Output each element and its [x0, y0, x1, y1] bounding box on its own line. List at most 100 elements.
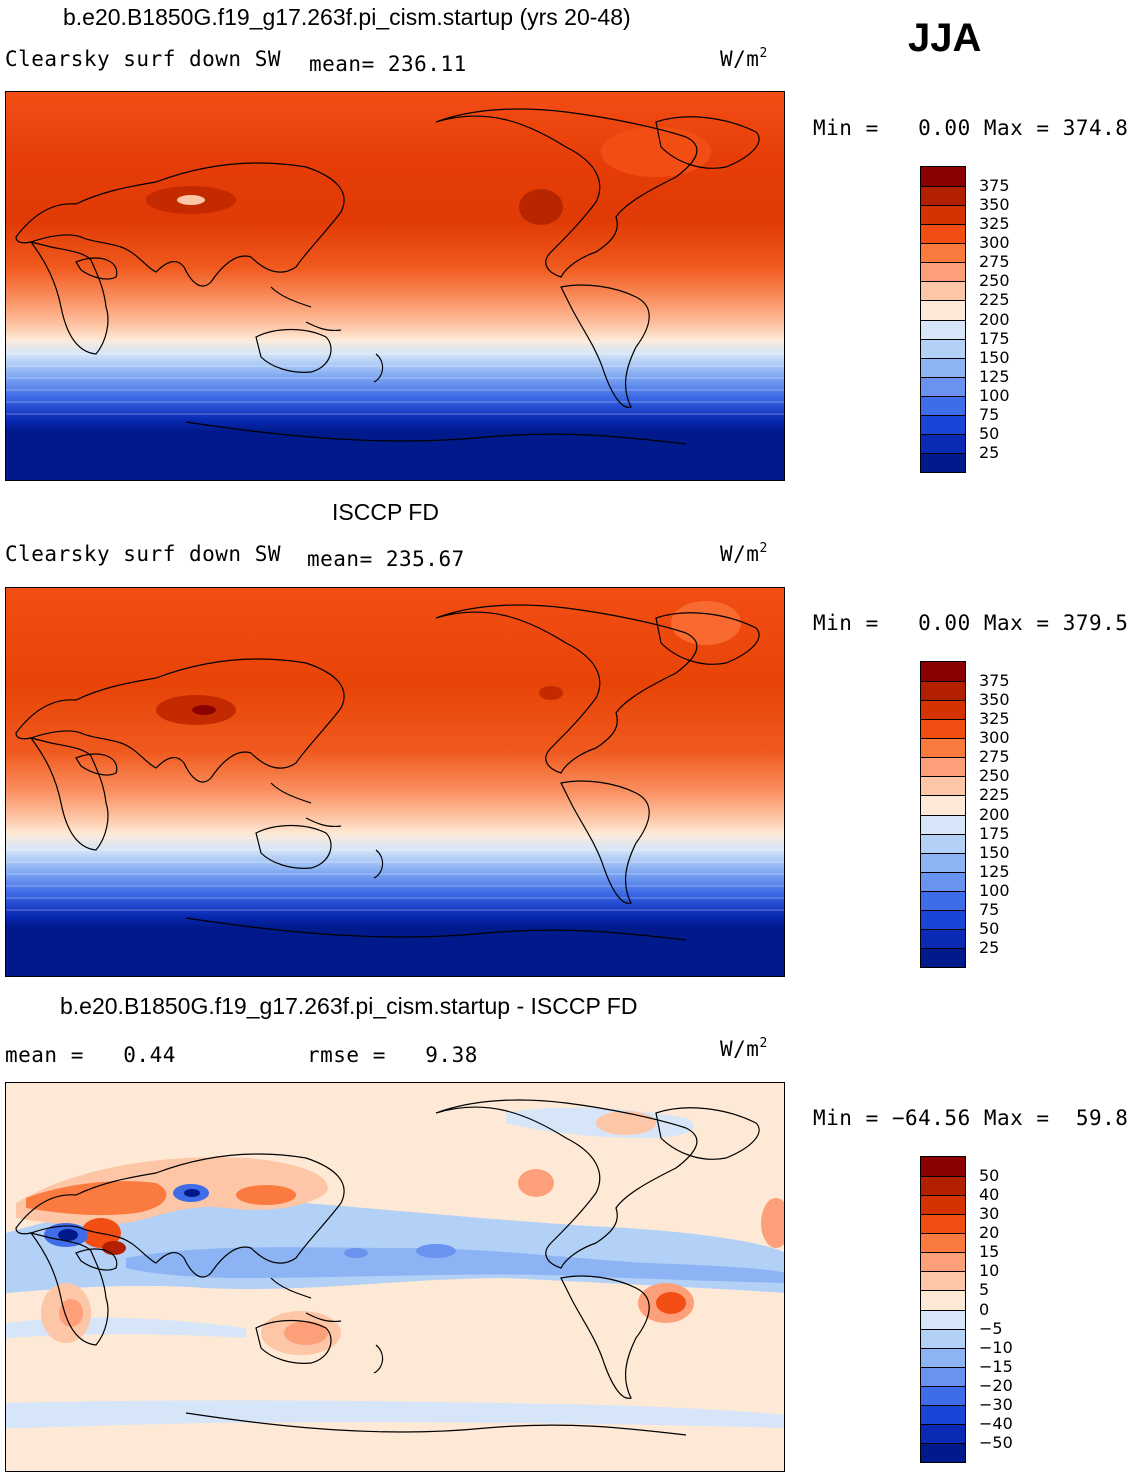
panel3-colorbar-swatch	[921, 1385, 965, 1405]
panel1-colorbar-swatch	[921, 319, 965, 339]
panel3-colorbar-label: 40	[979, 1185, 1000, 1205]
panel1-units: W/m2	[720, 46, 768, 71]
panel2-colorbar-label: 350	[979, 690, 1010, 710]
panel2-title: ISCCP FD	[332, 499, 439, 525]
panel1-colorbar-label: 275	[979, 252, 1010, 272]
panel3-colorbar-swatch	[921, 1271, 965, 1291]
panel3-colorbar-swatch	[921, 1423, 965, 1443]
panel3-colorbar-label: 10	[979, 1261, 1000, 1281]
panel1-map	[5, 91, 785, 481]
panel3-minmax: Min = −64.56 Max = 59.83	[813, 1106, 1128, 1130]
panel2-colorbar-swatch	[921, 681, 965, 701]
panel1-mean: mean= 236.11	[309, 52, 467, 76]
panel3-colorbar-swatch	[921, 1404, 965, 1424]
panel1-colorbar-label: 375	[979, 176, 1010, 196]
panel3-units: W/m2	[720, 1036, 768, 1061]
panel3-colorbar-label: −5	[979, 1318, 1003, 1338]
panel1-colorbar-swatch	[921, 243, 965, 263]
panel1-colorbar-swatch	[921, 167, 965, 187]
panel1-colorbar-label: 50	[979, 423, 1000, 443]
panel3-colorbar-swatch	[921, 1328, 965, 1348]
panel1-colorbar-swatch	[921, 224, 965, 244]
panel2-colorbar-label: 375	[979, 671, 1010, 691]
panel2-colorbar-label: 125	[979, 861, 1010, 881]
panel2-colorbar-swatch	[921, 719, 965, 739]
panel2-colorbar-label: 275	[979, 747, 1010, 767]
panel2-colorbar-label: 25	[979, 937, 1000, 957]
season-label: JJA	[908, 16, 982, 60]
panel3-colorbar-label: 0	[979, 1299, 990, 1319]
panel2-mean-value: 235.67	[385, 547, 465, 571]
panel2-field	[6, 588, 784, 976]
panel2-colorbar-label: 225	[979, 785, 1010, 805]
panel3-colorbar-swatch	[921, 1347, 965, 1367]
panel3-colorbar-swatch	[921, 1252, 965, 1272]
panel2-colorbar-swatch	[921, 814, 965, 834]
panel2-colorbar-label: 150	[979, 842, 1010, 862]
panel3-colorbar-swatch	[921, 1442, 965, 1462]
panel3-colorbar-swatch	[921, 1233, 965, 1253]
panel3-colorbar-swatch	[921, 1309, 965, 1329]
panel2-mean: mean= 235.67	[307, 547, 465, 571]
panel2-coastlines	[15, 604, 760, 941]
panel1-colorbar-swatch	[921, 395, 965, 415]
panel1-colorbar-swatch	[921, 300, 965, 320]
panel3-title: b.e20.B1850G.f19_g17.263f.pi_cism.startu…	[60, 993, 638, 1019]
panel3-colorbar-label: −50	[979, 1432, 1013, 1452]
panel1-colorbar-label: 125	[979, 366, 1010, 386]
panel1-colorbar-swatch	[921, 338, 965, 358]
panel2-minmax: Min = 0.00 Max = 379.56	[813, 611, 1128, 635]
panel3-colorbar-label: −15	[979, 1356, 1013, 1376]
panel1-colorbar	[920, 166, 966, 473]
panel3-colorbar-label: 20	[979, 1223, 1000, 1243]
panel3-colorbar	[920, 1156, 966, 1463]
panel1-minmax: Min = 0.00 Max = 374.87	[813, 116, 1128, 140]
panel3-colorbar-swatch	[921, 1176, 965, 1196]
panel2-colorbar-swatch	[921, 909, 965, 929]
panel1-colorbar-swatch	[921, 376, 965, 396]
panel2-colorbar-swatch	[921, 852, 965, 872]
panel1-colorbar-label: 75	[979, 404, 1000, 424]
panel1-mean-value: 236.11	[387, 52, 467, 76]
panel3-rmse: rmse = 9.38	[307, 1043, 478, 1067]
panel1-colorbar-swatch	[921, 281, 965, 301]
panel1-colorbar-label: 350	[979, 195, 1010, 215]
panel3-colorbar-label: −30	[979, 1394, 1013, 1414]
panel3-map	[5, 1082, 785, 1472]
panel3-colorbar-swatch	[921, 1366, 965, 1386]
panel2-mean-label: mean=	[307, 547, 373, 571]
panel3-colorbar-label: 30	[979, 1204, 1000, 1224]
panel2-colorbar	[920, 661, 966, 968]
panel1-colorbar-swatch	[921, 186, 965, 206]
panel1-colorbar-swatch	[921, 262, 965, 282]
panel2-colorbar-label: 325	[979, 709, 1010, 729]
panel2-colorbar-label: 75	[979, 899, 1000, 919]
panel2-colorbar-swatch	[921, 947, 965, 967]
panel2-map	[5, 587, 785, 977]
panel2-colorbar-swatch	[921, 871, 965, 891]
panel3-eurasia-pos	[26, 1181, 167, 1216]
panel2-colorbar-swatch	[921, 928, 965, 948]
panel3-colorbar-swatch	[921, 1214, 965, 1234]
panel1-colorbar-label: 175	[979, 328, 1010, 348]
panel2-colorbar-label: 250	[979, 766, 1010, 786]
panel1-mean-label: mean=	[309, 52, 375, 76]
panel1-namerica-max	[519, 189, 563, 225]
panel2-colorbar-label: 300	[979, 728, 1010, 748]
panel3-colorbar-swatch	[921, 1290, 965, 1310]
panel2-units: W/m2	[720, 541, 768, 566]
panel1-colorbar-swatch	[921, 205, 965, 225]
panel3-colorbar-label: 50	[979, 1166, 1000, 1186]
panel3-colorbar-label: −20	[979, 1375, 1013, 1395]
panel1-colorbar-swatch	[921, 452, 965, 472]
panel2-colorbar-swatch	[921, 795, 965, 815]
panel2-colorbar-swatch	[921, 700, 965, 720]
panel1-colorbar-label: 300	[979, 233, 1010, 253]
panel1-colorbar-label: 325	[979, 214, 1010, 234]
panel2-colorbar-swatch	[921, 738, 965, 758]
panel1-colorbar-label: 200	[979, 309, 1010, 329]
panel1-colorbar-label: 100	[979, 385, 1010, 405]
panel2-colorbar-swatch	[921, 662, 965, 682]
panel1-colorbar-label: 150	[979, 347, 1010, 367]
panel1-colorbar-label: 250	[979, 271, 1010, 291]
